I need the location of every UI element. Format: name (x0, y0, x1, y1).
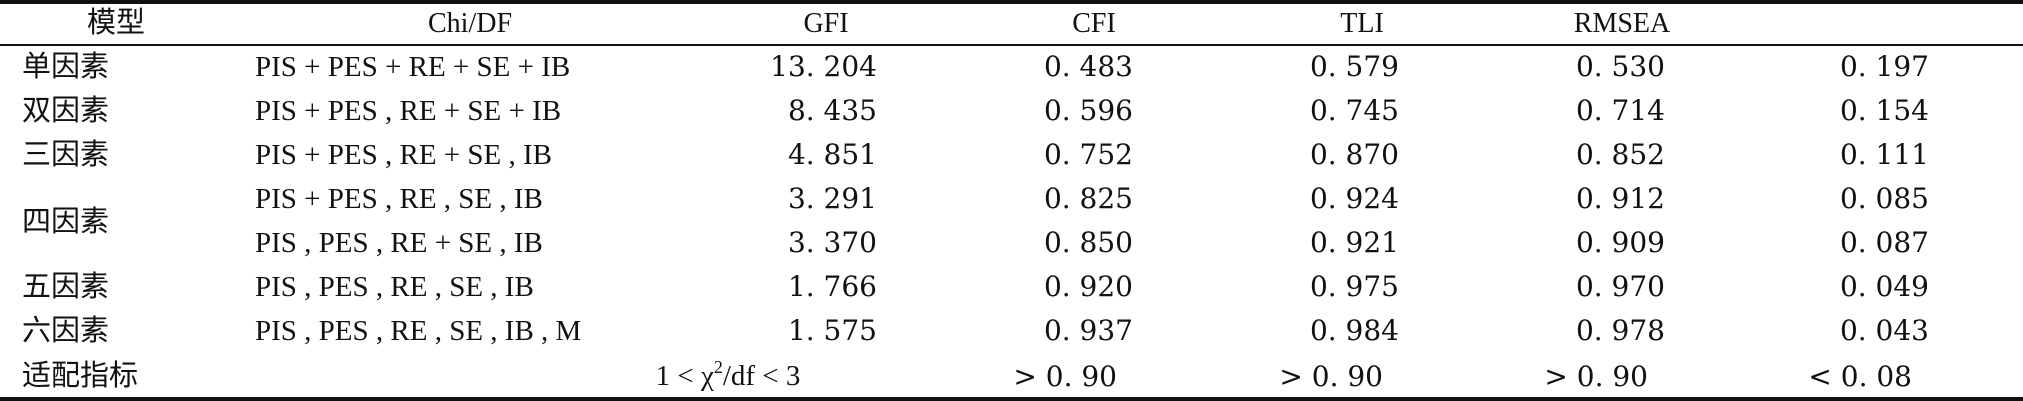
row-chi-df: 8. 435 (787, 94, 877, 127)
row-gfi: 0. 596 (1043, 94, 1133, 127)
header-cfi: CFI (1072, 8, 1116, 39)
row-tli: 0. 912 (1575, 182, 1665, 215)
row-cfi: 0. 921 (1309, 226, 1399, 259)
row-rmsea: 0. 049 (1839, 270, 1929, 303)
header-model: 模型 (86, 5, 146, 39)
row-label: 三因素 (22, 137, 110, 171)
row-rmsea: 0. 154 (1839, 94, 1929, 127)
table-header-rule (0, 44, 2023, 46)
row-model: PIS + PES , RE + SE , IB (255, 139, 552, 171)
row-cfi: 0. 975 (1309, 270, 1399, 303)
row-gfi: 0. 937 (1043, 314, 1133, 347)
row-gfi: 0. 752 (1043, 138, 1133, 171)
row-rmsea: 0. 043 (1839, 314, 1929, 347)
row-model: PIS + PES , RE + SE + IB (255, 95, 562, 127)
row-gfi: 0. 825 (1043, 182, 1133, 215)
row-chi-df: 1. 575 (787, 314, 877, 347)
row-chi-df: 13. 204 (770, 50, 877, 83)
row-cfi: 0. 924 (1309, 182, 1399, 215)
fit-cfi-criterion: > 0. 90 (1013, 360, 1117, 393)
row-rmsea: 0. 087 (1839, 226, 1929, 259)
fit-rmsea-criterion: > 0. 90 (1544, 360, 1648, 393)
row-label: 五因素 (22, 269, 110, 303)
table-bottom-rule (0, 397, 2023, 401)
row-tli: 0. 530 (1575, 50, 1665, 83)
header-gfi: GFI (803, 8, 849, 39)
row-chi-df: 3. 370 (787, 226, 877, 259)
fit-last-criterion: < 0. 08 (1808, 360, 1912, 393)
row-gfi: 0. 850 (1043, 226, 1133, 259)
row-model: PIS + PES + RE + SE + IB (255, 51, 571, 83)
row-label: 双因素 (22, 93, 110, 127)
row-model: PIS , PES , RE + SE , IB (255, 227, 543, 259)
row-rmsea: 0. 085 (1839, 182, 1929, 215)
row-gfi: 0. 483 (1043, 50, 1133, 83)
header-chi-df: Chi/DF (427, 8, 513, 39)
row-gfi: 0. 920 (1043, 270, 1133, 303)
row-cfi: 0. 984 (1309, 314, 1399, 347)
row-tli: 0. 909 (1575, 226, 1665, 259)
row-tli: 0. 978 (1575, 314, 1665, 347)
row-tli: 0. 714 (1575, 94, 1665, 127)
header-tli: TLI (1340, 8, 1384, 39)
row-chi-df: 4. 851 (787, 138, 877, 171)
row-label: 四因素 (22, 204, 110, 238)
row-tli: 0. 970 (1575, 270, 1665, 303)
row-label: 六因素 (22, 313, 110, 347)
row-chi-df: 1. 766 (787, 270, 877, 303)
table-top-rule (0, 0, 2023, 4)
fit-label: 适配指标 (22, 358, 139, 392)
row-rmsea: 0. 111 (1839, 138, 1929, 171)
row-cfi: 0. 870 (1309, 138, 1399, 171)
row-label: 单因素 (22, 49, 110, 83)
fit-tli-criterion: > 0. 90 (1279, 360, 1383, 393)
fit-chi-df-criterion: 1 < χ2/df < 3 (655, 357, 801, 392)
row-tli: 0. 852 (1575, 138, 1665, 171)
row-rmsea: 0. 197 (1839, 50, 1929, 83)
row-model: PIS , PES , RE , SE , IB , M (255, 315, 582, 347)
row-model: PIS , PES , RE , SE , IB (255, 271, 534, 303)
header-rmsea: RMSEA (1573, 8, 1671, 39)
row-cfi: 0. 579 (1309, 50, 1399, 83)
row-model: PIS + PES , RE , SE , IB (255, 183, 543, 215)
row-cfi: 0. 745 (1309, 94, 1399, 127)
row-chi-df: 3. 291 (787, 182, 877, 215)
